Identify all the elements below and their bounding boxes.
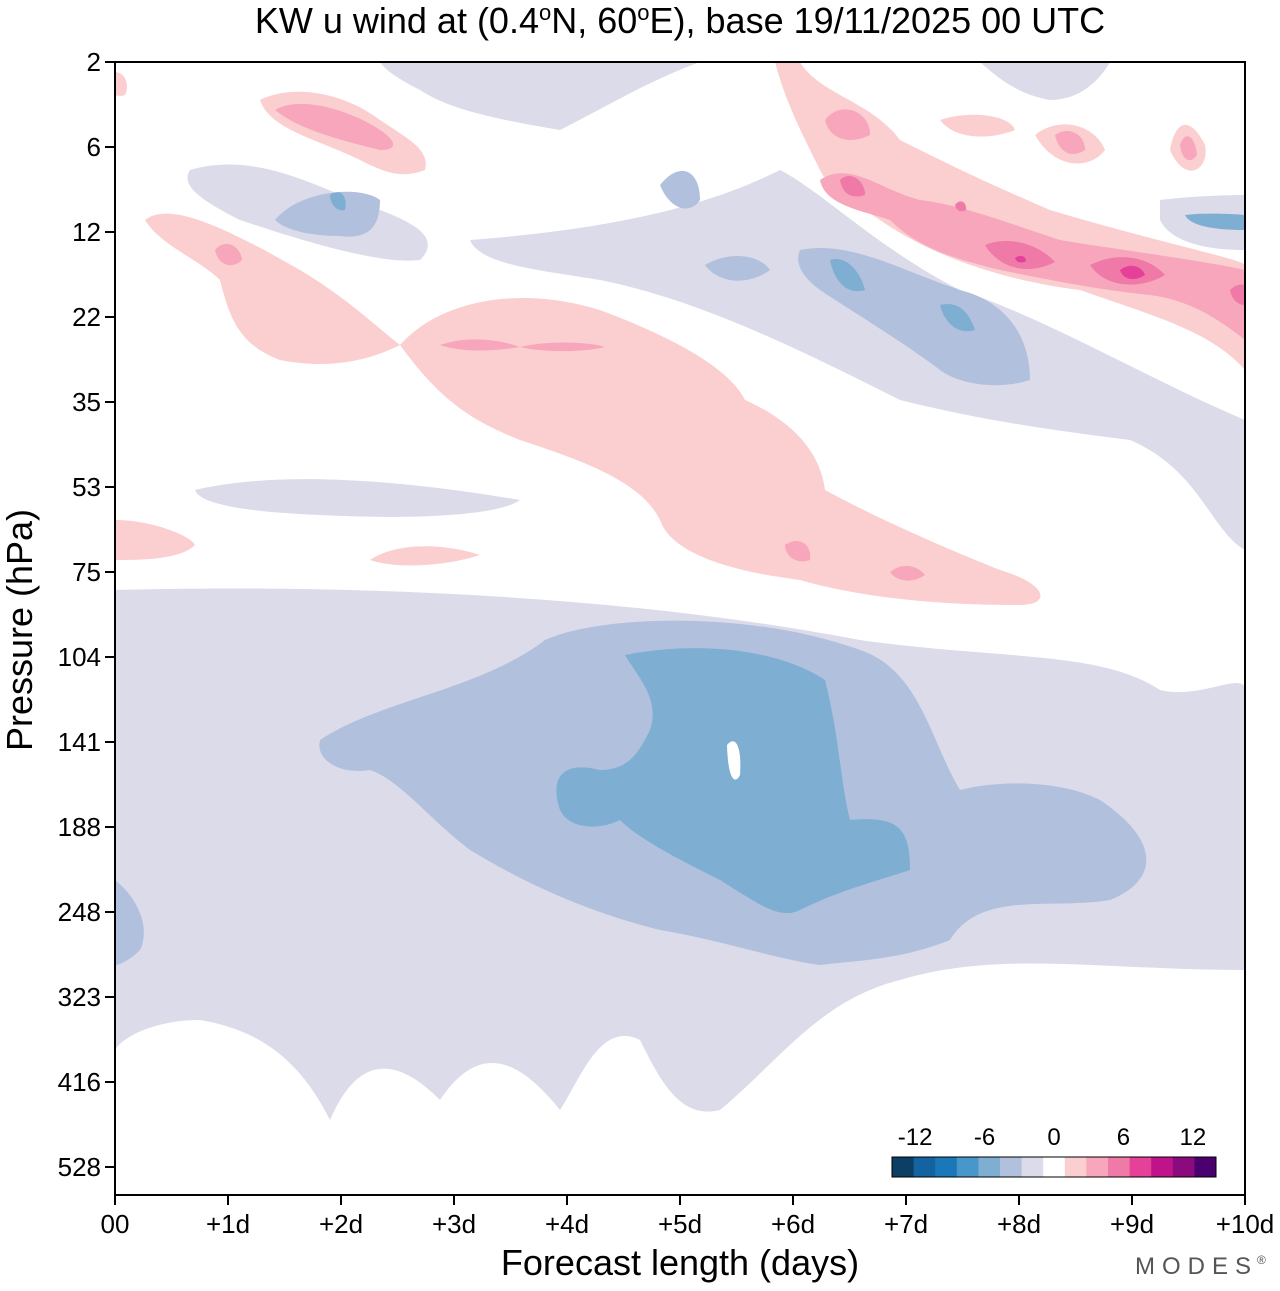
contour-westerly-small-lower xyxy=(370,546,480,566)
contour-westerly-medium-right xyxy=(825,109,870,140)
contour-easterly-small-a xyxy=(705,255,770,281)
y-tick-label: 416 xyxy=(58,1067,101,1097)
colorbar-swatch xyxy=(1194,1157,1217,1177)
colorbar-tick-label: 12 xyxy=(1180,1124,1207,1151)
colorbar-swatch xyxy=(1129,1157,1152,1177)
colorbar-tick-label: 0 xyxy=(1047,1124,1060,1151)
y-axis: 2 6 12 22 35 53 75 104 141 188 248 323 416 528 xyxy=(58,47,115,1182)
contour-light-easterly-topright xyxy=(980,62,1110,100)
y-tick-label: 248 xyxy=(58,897,101,927)
x-tick-label: +4d xyxy=(545,1209,589,1239)
contour-easterly-upper xyxy=(275,191,380,237)
colorbar-swatch xyxy=(1000,1157,1023,1177)
colorbar: -12 -6 0 6 12 xyxy=(891,1124,1217,1178)
colorbar-swatch xyxy=(1043,1157,1066,1177)
registered-mark: ® xyxy=(1257,1253,1266,1267)
x-tick-label: +1d xyxy=(206,1209,250,1239)
contour-easterly-left xyxy=(115,880,144,965)
y-tick-label: 188 xyxy=(58,812,101,842)
contour-easterly-small-b xyxy=(660,170,700,209)
colorbar-swatch xyxy=(935,1157,958,1177)
contour-westerly-medium-a xyxy=(215,243,242,266)
y-tick-label: 323 xyxy=(58,982,101,1012)
x-axis: 00 +1d +2d +3d +4d +5d +6d +7d +8d +9d +10d xyxy=(101,1195,1275,1239)
x-tick-label: +9d xyxy=(1110,1209,1154,1239)
contour-westerly-medium-b xyxy=(440,339,520,351)
contour-easterly-core-upper xyxy=(830,259,865,292)
colorbar-swatch xyxy=(1172,1157,1195,1177)
x-tick-label: +2d xyxy=(319,1209,363,1239)
contour-westerly-strong-a xyxy=(840,175,865,197)
contour-fields xyxy=(115,62,1245,1120)
x-axis-label: Forecast length (days) xyxy=(501,1242,859,1283)
contour-westerly-medium-f xyxy=(1055,130,1085,155)
y-tick-label: 104 xyxy=(58,642,101,672)
y-tick-label: 528 xyxy=(58,1152,101,1182)
colorbar-swatch xyxy=(978,1157,1001,1177)
contour-westerly-upper-right xyxy=(775,62,1245,370)
colorbar-swatch xyxy=(892,1157,915,1177)
x-tick-label: +5d xyxy=(658,1209,702,1239)
contour-westerly-medium-c xyxy=(520,342,605,352)
plot-area xyxy=(114,61,1246,1196)
colorbar-swatch xyxy=(1086,1157,1109,1177)
colorbar-tick-label: 6 xyxy=(1117,1124,1130,1151)
contour-westerly-left-lower xyxy=(115,520,195,560)
contour-westerly-strong-b xyxy=(985,241,1055,269)
contour-easterly-core-small xyxy=(330,192,346,211)
y-tick-label: 12 xyxy=(72,217,101,247)
colorbar-frame xyxy=(891,1156,1217,1178)
contour-easterly-core xyxy=(556,648,910,914)
y-tick-label: 6 xyxy=(87,132,101,162)
colorbar-tick-label: -12 xyxy=(898,1124,933,1151)
contour-westerly-medium-d xyxy=(785,540,811,562)
y-tick-label: 35 xyxy=(72,387,101,417)
colorbar-swatch xyxy=(1108,1157,1131,1177)
contour-westerly-strong-e xyxy=(955,201,967,212)
colorbar-swatch xyxy=(1151,1157,1174,1177)
contour-light-easterly-top xyxy=(380,62,700,130)
contour-easterly-core-topright xyxy=(1185,213,1245,230)
colorbar-swatch xyxy=(1021,1157,1044,1177)
contour-westerly-max-b xyxy=(1015,255,1026,263)
contour-westerly-strat-band xyxy=(400,297,1041,605)
contour-light-easterly-band xyxy=(470,170,1245,550)
contour-westerly-medium-e xyxy=(890,565,925,581)
contour-westerly-left-band xyxy=(145,213,400,365)
y-tick-label: 141 xyxy=(58,727,101,757)
colorbar-swatch xyxy=(1064,1157,1087,1177)
y-tick-label: 22 xyxy=(72,302,101,332)
contour-hole xyxy=(727,741,741,780)
chart-title: KW u wind at (0.4oN, 60oE), base 19/11/2… xyxy=(255,0,1105,41)
x-tick-label: 00 xyxy=(101,1209,130,1239)
colorbar-swatch xyxy=(913,1157,936,1177)
contour-light-easterly-mid xyxy=(195,479,520,517)
contour-westerly-max-a xyxy=(1120,265,1145,280)
contour-easterly-core-band xyxy=(940,304,975,332)
modes-logo: MODES xyxy=(1135,1253,1258,1280)
x-tick-label: +3d xyxy=(432,1209,476,1239)
y-tick-label: 75 xyxy=(72,557,101,587)
y-tick-label: 2 xyxy=(87,47,101,77)
colorbar-tick-label: -6 xyxy=(974,1124,995,1151)
contour-westerly-medium-g xyxy=(1180,136,1197,161)
x-tick-label: +7d xyxy=(884,1209,928,1239)
colorbar-swatch xyxy=(956,1157,979,1177)
contour-westerly-small-d xyxy=(115,72,127,96)
x-tick-label: +8d xyxy=(997,1209,1041,1239)
x-tick-label: +6d xyxy=(771,1209,815,1239)
contour-westerly-medium-left xyxy=(275,103,394,150)
y-tick-label: 53 xyxy=(72,472,101,502)
contour-westerly-strong-d xyxy=(1230,284,1245,305)
y-axis-label: Pressure (hPa) xyxy=(0,509,40,751)
contour-westerly-small-a xyxy=(940,114,1015,137)
x-tick-label: +10d xyxy=(1216,1209,1275,1239)
